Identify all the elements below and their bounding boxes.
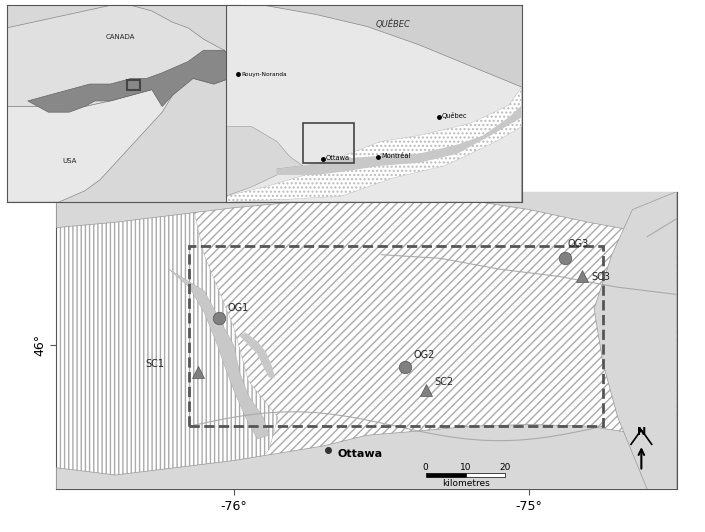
Bar [303,123,355,163]
Polygon shape [226,5,522,202]
Text: Ottawa: Ottawa [337,449,382,459]
Text: SC1: SC1 [145,359,164,369]
Text: USA: USA [62,158,76,164]
Bar [426,473,465,477]
Polygon shape [56,192,677,240]
Bar [190,246,603,426]
Polygon shape [56,425,677,489]
Text: Montréal: Montréal [381,153,411,159]
Polygon shape [168,269,269,439]
Text: N: N [637,427,646,437]
Polygon shape [226,127,303,202]
Bar [465,473,505,477]
Text: OG3: OG3 [568,239,589,250]
Text: Ottawa: Ottawa [326,155,350,161]
Text: Québec: Québec [442,112,467,119]
Text: 10: 10 [460,463,472,471]
Text: OG2: OG2 [414,350,435,360]
Polygon shape [7,5,235,106]
Polygon shape [56,192,278,489]
Text: OG1: OG1 [228,303,249,313]
Polygon shape [277,105,522,175]
Text: 20: 20 [500,463,511,471]
Polygon shape [27,51,235,112]
Polygon shape [226,87,522,202]
Text: SC3: SC3 [591,272,610,282]
Text: CANADA: CANADA [106,34,135,40]
Text: QUÉBEC: QUÉBEC [376,19,410,29]
Text: kilometres: kilometres [442,479,489,488]
Bar [127,80,140,90]
Text: SC2: SC2 [434,377,454,387]
Text: 0: 0 [423,463,429,471]
Polygon shape [7,84,178,202]
Polygon shape [240,332,275,378]
Text: Rouyn-Noranda: Rouyn-Noranda [241,72,287,78]
Polygon shape [594,192,677,489]
